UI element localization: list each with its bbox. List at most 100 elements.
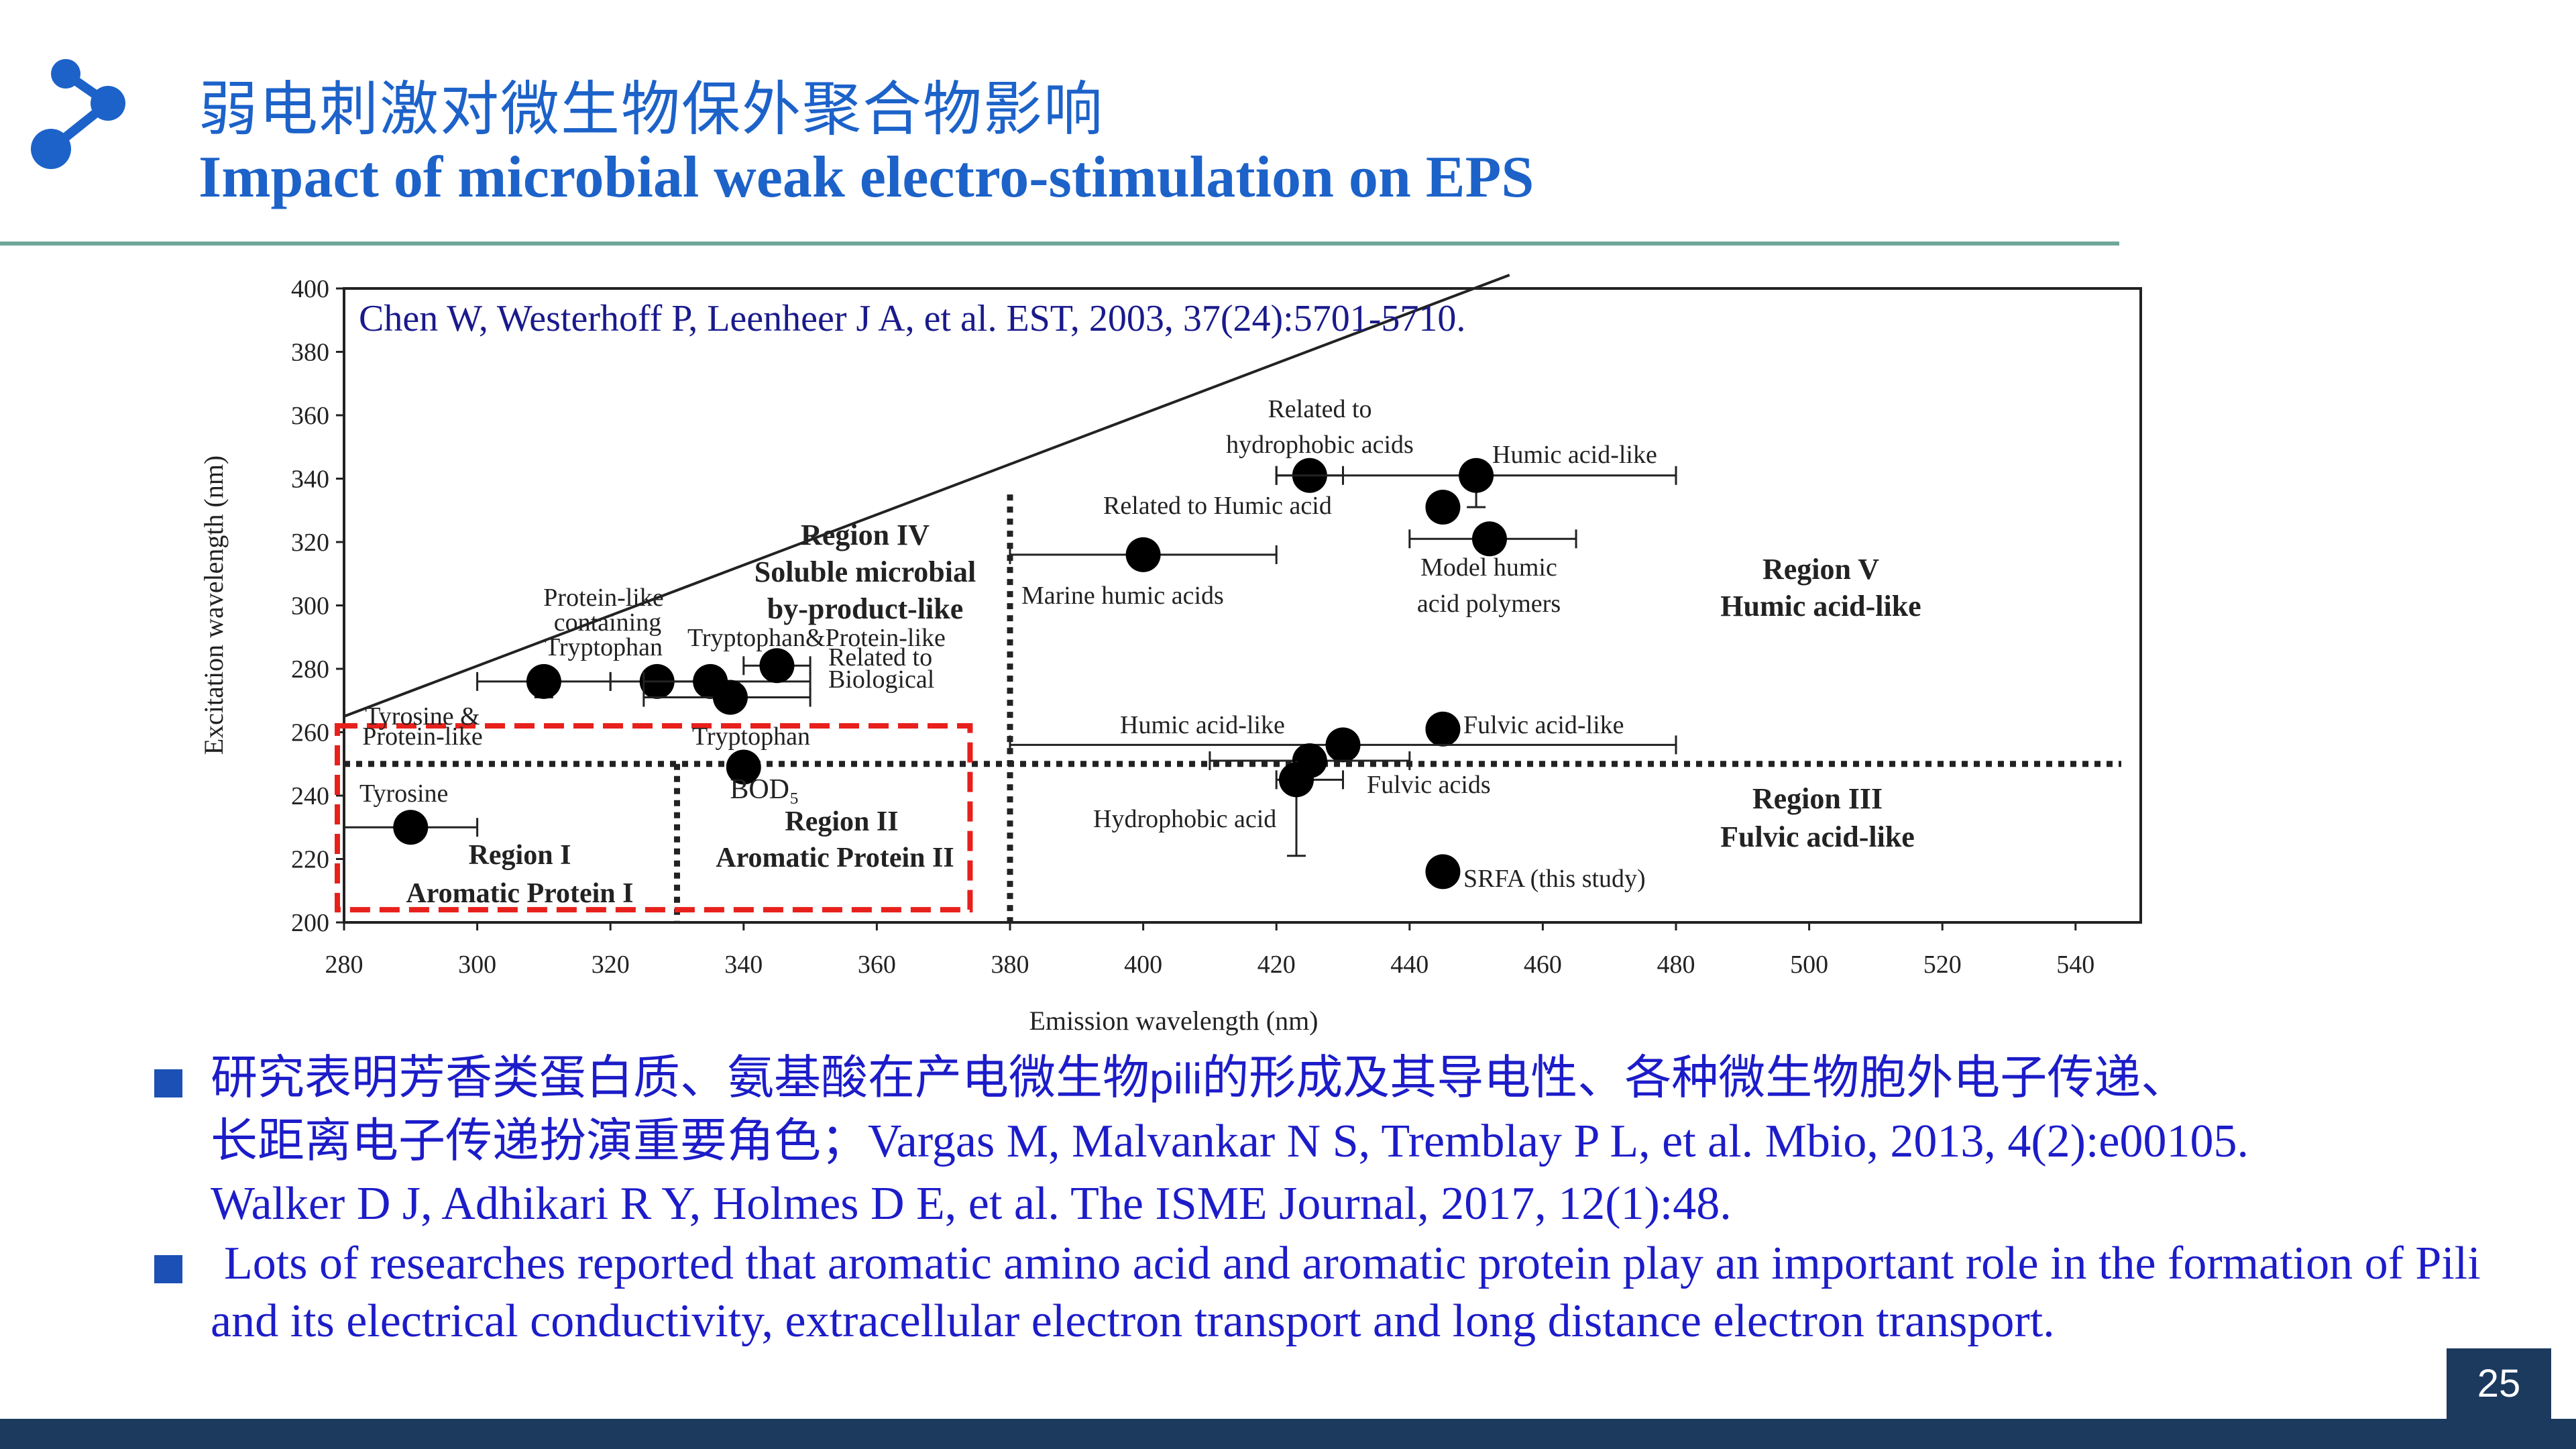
x-tick-label: 420 bbox=[1257, 951, 1296, 979]
x-tick-label: 500 bbox=[1790, 951, 1828, 979]
x-tick-label: 520 bbox=[1923, 951, 1962, 979]
tyrosine-label: Tyrosine bbox=[359, 780, 448, 808]
humic-related-label: Related to Humic acid bbox=[1103, 492, 1332, 520]
region-3-title: Region III bbox=[1752, 782, 1883, 815]
page-number: 25 bbox=[2447, 1348, 2551, 1419]
region-1-subtitle: Aromatic Protein I bbox=[406, 878, 633, 909]
region-2-label: BOD₅ Region II Aromatic Protein II bbox=[716, 774, 954, 873]
x-tick-label: 400 bbox=[1124, 951, 1162, 979]
data-point bbox=[1425, 854, 1461, 890]
tryptophan-label: Tryptophan bbox=[692, 722, 810, 751]
region-5-title: Region V bbox=[1762, 553, 1879, 586]
data-point bbox=[1459, 458, 1494, 493]
bullet-square-icon bbox=[154, 1069, 182, 1097]
model-humic-label-1: Model humic bbox=[1420, 553, 1557, 582]
region-3-label: Region III Fulvic acid-like bbox=[1720, 782, 1915, 853]
region-5-label: Region V Humic acid-like bbox=[1720, 553, 1921, 623]
bod5-label: BOD₅ bbox=[730, 774, 799, 805]
findings-list: 研究表明芳香类蛋白质、氨基酸在产电微生物pili的形成及其导电性、各种微生物胞外… bbox=[154, 1046, 2542, 1350]
x-tick-label: 440 bbox=[1390, 951, 1429, 979]
fulvic-acids-label: Fulvic acids bbox=[1367, 771, 1491, 799]
bullet-item-2: Lots of researches reported that aromati… bbox=[154, 1235, 2542, 1350]
region-4-title: Region IV bbox=[801, 519, 930, 551]
bullet-2-text: Lots of researches reported that aromati… bbox=[211, 1238, 2481, 1347]
y-tick-label: 360 bbox=[291, 402, 329, 430]
region-5-subtitle: Humic acid-like bbox=[1720, 590, 1921, 623]
tyrosine-protein-label-2: Protein-like bbox=[362, 722, 482, 751]
x-tick-label: 320 bbox=[592, 951, 630, 979]
hydrophobic-acid-label: Hydrophobic acid bbox=[1093, 805, 1276, 833]
highlight-box bbox=[335, 723, 973, 913]
y-tick-label: 260 bbox=[291, 719, 329, 747]
region-1-label: Region I Aromatic Protein I bbox=[406, 840, 633, 909]
data-point bbox=[1425, 711, 1461, 747]
x-tick-label: 540 bbox=[2056, 951, 2094, 979]
y-tick-label: 300 bbox=[291, 592, 329, 621]
tryptophan-protein-label: Tryptophan&Protein-like bbox=[687, 624, 946, 652]
region-1-title: Region I bbox=[469, 840, 571, 871]
x-tick-label: 360 bbox=[858, 951, 896, 979]
region-2-subtitle: Aromatic Protein II bbox=[716, 843, 954, 873]
x-tick-label: 300 bbox=[458, 951, 496, 979]
x-tick-label: 340 bbox=[724, 951, 763, 979]
bullet-1-ref-2: Walker D J, Adhikari R Y, Holmes D E, et… bbox=[211, 1178, 1732, 1230]
srfa-label: SRFA (this study) bbox=[1463, 865, 1646, 893]
region-3-subtitle: Fulvic acid-like bbox=[1720, 820, 1915, 853]
y-axis-ticks: 200 220 240 260 280 300 320 340 360 380 400 bbox=[291, 275, 344, 937]
page-title-chinese: 弱电刺激对微生物保外聚合物影响 bbox=[199, 74, 1105, 144]
bullet-1-text-zh-3: 长距离电子传递扮演重要角色； bbox=[211, 1113, 868, 1168]
header-divider bbox=[0, 241, 2119, 246]
protein-like-label-1: Protein-like bbox=[543, 584, 663, 612]
x-tick-label: 460 bbox=[1524, 951, 1562, 979]
share-nodes-icon bbox=[31, 59, 125, 169]
data-point bbox=[759, 648, 795, 684]
citation: Chen W, Westerhoff P, Leenheer J A, et a… bbox=[359, 298, 1465, 339]
bullet-item-1: 研究表明芳香类蛋白质、氨基酸在产电微生物pili的形成及其导电性、各种微生物胞外… bbox=[154, 1046, 2542, 1235]
y-tick-label: 220 bbox=[291, 846, 329, 874]
data-point bbox=[526, 663, 561, 699]
data-point bbox=[726, 749, 761, 785]
bullet-1-pili: pili bbox=[1150, 1055, 1202, 1103]
bullet-1-text-zh-2: 的形成及其导电性、各种微生物胞外电子传递、 bbox=[1202, 1050, 2188, 1105]
x-axis-ticks: 280 300 320 340 360 380 400 420 440 460 480 500 520 5… bbox=[325, 922, 2094, 979]
biological-label-1: Related to bbox=[828, 643, 932, 672]
bullet-1-text-zh: 研究表明芳香类蛋白质、氨基酸在产电微生物 bbox=[211, 1050, 1150, 1105]
data-point bbox=[712, 680, 748, 715]
eem-region-chart: 200 220 240 260 280 300 320 340 360 380 400 280 300… bbox=[199, 274, 2142, 1036]
y-tick-label: 200 bbox=[291, 909, 329, 937]
point-annotations: Tyrosine Tyrosine & Protein-like Tryptop… bbox=[359, 395, 1657, 893]
bullet-square-icon bbox=[154, 1255, 182, 1283]
tyrosine-protein-label-1: Tyrosine & bbox=[365, 702, 480, 731]
biological-label-2: Biological bbox=[828, 665, 934, 694]
humic-like-top-label: Humic acid-like bbox=[1492, 441, 1657, 469]
protein-like-label-2: containing bbox=[554, 608, 661, 637]
x-tick-label: 380 bbox=[991, 951, 1029, 979]
x-axis-label: Emission wavelength (nm) bbox=[1029, 1006, 1318, 1036]
x-tick-label: 280 bbox=[325, 951, 363, 979]
region-4-subtitle-1: Soluble microbial bbox=[754, 555, 976, 588]
region-2-title: Region II bbox=[785, 806, 898, 837]
hydrophobic-related-label-2: hydrophobic acids bbox=[1226, 431, 1414, 459]
fulvic-like-label: Fulvic acid-like bbox=[1463, 711, 1624, 739]
bullet-1-ref-1: Vargas M, Malvankar N S, Tremblay P L, e… bbox=[868, 1116, 2249, 1167]
region-boundaries bbox=[335, 274, 2121, 922]
diagonal-boundary-line bbox=[343, 274, 1510, 718]
y-tick-label: 340 bbox=[291, 466, 329, 494]
protein-like-label-3: Tryptophan bbox=[545, 633, 663, 661]
y-tick-label: 380 bbox=[291, 339, 329, 367]
x-tick-label: 480 bbox=[1657, 951, 1695, 979]
y-axis-label: Excitation wavelength (nm) bbox=[199, 455, 229, 755]
data-point bbox=[1278, 762, 1314, 798]
data-point bbox=[1325, 727, 1361, 763]
region-4-label: Region IV Soluble microbial by-product-l… bbox=[754, 519, 976, 625]
data-point bbox=[393, 810, 429, 845]
footer-bar bbox=[0, 1419, 2576, 1449]
marine-label: Marine humic acids bbox=[1021, 582, 1224, 610]
data-point bbox=[1471, 521, 1507, 557]
hydrophobic-related-label-1: Related to bbox=[1268, 395, 1371, 423]
model-humic-label-2: acid polymers bbox=[1417, 590, 1561, 618]
y-tick-label: 400 bbox=[291, 275, 329, 303]
y-tick-label: 240 bbox=[291, 782, 329, 810]
region-4-subtitle-2: by-product-like bbox=[767, 592, 964, 625]
y-tick-label: 320 bbox=[291, 529, 329, 557]
